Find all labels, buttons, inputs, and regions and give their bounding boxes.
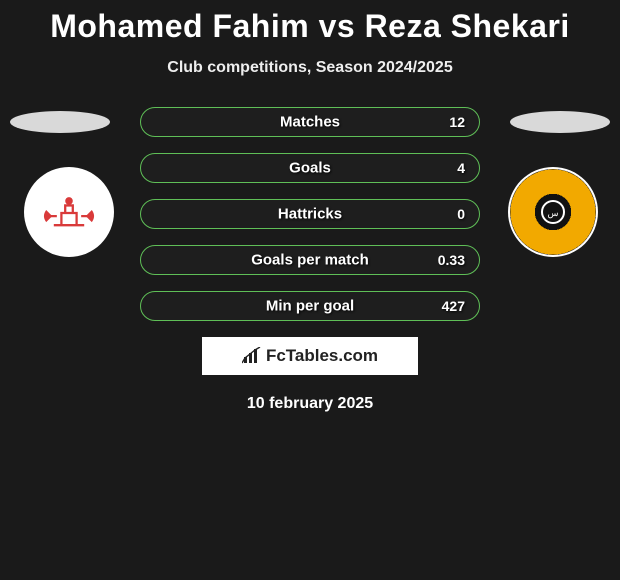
- left-club-logo-icon: [31, 172, 107, 253]
- stat-row-hattricks: Hattricks 0: [140, 199, 480, 229]
- stat-label: Matches: [280, 114, 340, 131]
- stat-right-value: 0.33: [438, 252, 465, 268]
- stat-right-value: 427: [442, 298, 465, 314]
- page-title: Mohamed Fahim vs Reza Shekari: [0, 0, 620, 45]
- right-club-badge: س: [508, 167, 598, 257]
- stat-right-value: 4: [457, 160, 465, 176]
- date-line: 10 february 2025: [0, 395, 620, 413]
- stat-label: Goals: [289, 160, 331, 177]
- bar-chart-icon: [242, 347, 262, 365]
- brand-text: FcTables.com: [266, 346, 378, 366]
- stat-right-value: 12: [449, 114, 465, 130]
- left-club-badge: [24, 167, 114, 257]
- subtitle: Club competitions, Season 2024/2025: [0, 59, 620, 77]
- right-player-ellipse: [510, 111, 610, 133]
- left-player-ellipse: [10, 111, 110, 133]
- stat-label: Goals per match: [251, 252, 369, 269]
- brand-box[interactable]: FcTables.com: [202, 337, 418, 375]
- stat-label: Hattricks: [278, 206, 342, 223]
- stat-rows: Matches 12 Goals 4 Hattricks 0 Goals per…: [140, 107, 480, 321]
- stat-label: Min per goal: [266, 298, 354, 315]
- stat-row-goals-per-match: Goals per match 0.33: [140, 245, 480, 275]
- stat-row-goals: Goals 4: [140, 153, 480, 183]
- comparison-area: س Matches 12 Goals 4 Hattricks 0 Goals p…: [0, 107, 620, 321]
- stat-row-min-per-goal: Min per goal 427: [140, 291, 480, 321]
- right-club-logo-icon: س: [510, 169, 596, 255]
- stat-right-value: 0: [457, 206, 465, 222]
- stat-row-matches: Matches 12: [140, 107, 480, 137]
- svg-text:س: س: [548, 208, 559, 219]
